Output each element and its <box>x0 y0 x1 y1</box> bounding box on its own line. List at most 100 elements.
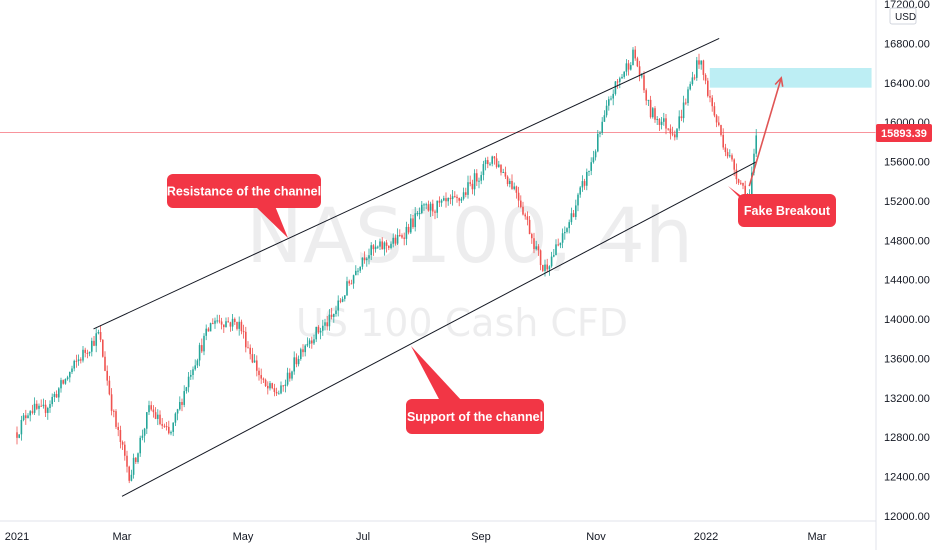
resistance-trendline[interactable] <box>93 38 720 330</box>
candle-body <box>520 200 522 207</box>
candle-body <box>216 320 218 322</box>
candle-body <box>740 182 742 184</box>
candle-body <box>121 442 124 445</box>
candle-body <box>704 74 707 81</box>
candle-body <box>735 169 738 180</box>
candle-body <box>544 264 546 271</box>
candle-body <box>278 393 280 395</box>
candle-body <box>251 354 254 363</box>
candle-body <box>425 204 427 206</box>
candle-body <box>284 384 287 387</box>
candle-body <box>73 360 75 369</box>
time-axis[interactable]: 2021 Mar May Jul Sep Nov 2022 Mar <box>5 531 827 543</box>
candle-body <box>346 281 348 296</box>
candle-body <box>502 172 504 174</box>
candle-body <box>25 415 27 419</box>
candle-body <box>594 151 597 158</box>
candle-body <box>91 340 93 352</box>
candle-body <box>680 116 683 119</box>
candle-body <box>82 349 84 361</box>
candle-body <box>190 374 192 377</box>
candle-body <box>495 158 498 167</box>
candle-body <box>141 435 144 438</box>
candle-body <box>150 405 152 410</box>
candle-body <box>449 197 452 200</box>
candle-body <box>660 121 663 125</box>
candle-body <box>357 270 359 272</box>
candle-body <box>603 115 606 122</box>
candle-body <box>333 314 335 317</box>
candle-body <box>194 365 196 370</box>
candle-body <box>559 242 562 246</box>
candle-body <box>304 345 306 353</box>
candle-body <box>564 231 566 234</box>
candle-body <box>487 160 489 165</box>
candle-body <box>71 368 73 373</box>
candle-body <box>93 340 95 346</box>
candle-body <box>381 241 383 250</box>
candle-body <box>500 164 502 173</box>
candle-body <box>465 192 467 195</box>
candle-body <box>458 198 460 201</box>
candle-body <box>623 71 625 77</box>
candle-body <box>577 194 579 206</box>
candle-body <box>110 394 113 411</box>
candle-body <box>311 340 313 344</box>
candle-body <box>40 405 42 407</box>
candle-body <box>548 266 551 270</box>
candle-body <box>324 322 326 326</box>
currency-badge[interactable] <box>889 7 917 25</box>
candle-body <box>482 164 485 176</box>
candle-body <box>399 234 401 236</box>
candle-body <box>33 403 36 413</box>
trendlines <box>93 38 784 497</box>
candle-body <box>126 455 128 467</box>
candle-body <box>179 402 181 410</box>
candle-body <box>359 266 361 271</box>
price-axis[interactable]: 17200.00 16800.00 16400.00 16000.00 15600.00… <box>884 0 930 523</box>
candle-body <box>293 357 295 372</box>
candle-body <box>253 360 256 363</box>
candle-body <box>427 204 430 211</box>
callout-fake-breakout[interactable]: Fake Breakout <box>728 186 836 227</box>
candle-body <box>18 434 20 438</box>
candle-body <box>53 393 56 397</box>
candle-body <box>572 213 575 217</box>
callout-support[interactable]: Support of the channel <box>406 346 544 434</box>
candle-body <box>729 155 731 157</box>
candle-body <box>256 360 258 371</box>
candle-body <box>225 321 227 328</box>
candle-body <box>447 197 449 202</box>
candle-body <box>238 321 240 329</box>
candle-body <box>627 63 630 70</box>
candle-body <box>715 115 718 123</box>
candle-body <box>605 105 608 116</box>
candle-body <box>55 393 58 398</box>
candle-body <box>267 385 269 389</box>
candle-body <box>438 200 441 203</box>
candle-body <box>473 173 476 190</box>
candle-body <box>755 135 757 154</box>
candle-body <box>245 331 247 348</box>
candle-body <box>434 211 436 213</box>
candle-body <box>291 371 293 379</box>
candle-body <box>104 356 106 371</box>
candle-body <box>720 125 722 135</box>
candle-body <box>203 335 205 352</box>
support-trendline[interactable] <box>121 161 758 497</box>
candle-body <box>377 246 379 248</box>
candle-body <box>370 245 372 256</box>
target-zone <box>709 68 872 88</box>
candle-body <box>403 237 405 239</box>
candle-body <box>542 265 544 271</box>
candle-body <box>328 314 331 327</box>
projection-arrow-line[interactable] <box>748 77 783 187</box>
callout-resistance[interactable]: Resistance of the channel <box>167 174 321 238</box>
candle-body <box>599 132 601 134</box>
candle-body <box>152 409 155 413</box>
candle-body <box>546 264 548 270</box>
candle-body <box>31 411 34 413</box>
candle-body <box>696 60 698 78</box>
candle-body <box>676 128 678 138</box>
